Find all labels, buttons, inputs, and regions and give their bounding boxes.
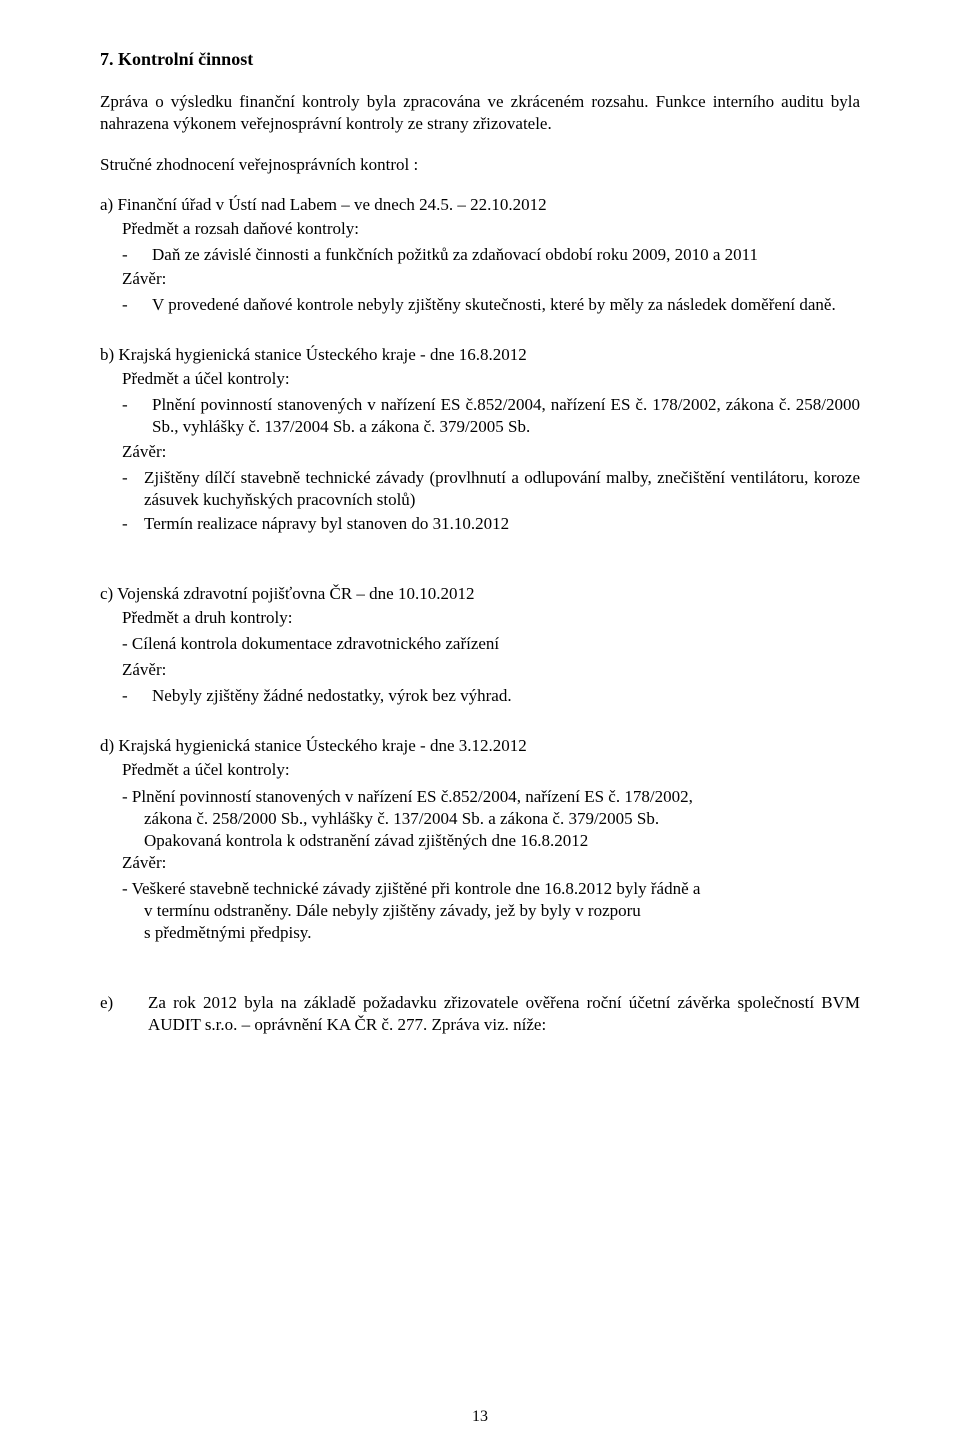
list-item: Plnění povinností stanovených v nařízení… (122, 394, 860, 438)
section-b-conclusion-label: Závěr: (122, 441, 860, 463)
section-d-subject-label: Předmět a účel kontroly: (122, 759, 860, 781)
section-e-text: Za rok 2012 byla na základě požadavku zř… (148, 992, 860, 1036)
page-number: 13 (0, 1407, 960, 1428)
section-b: b) Krajská hygienická stanice Ústeckého … (100, 344, 860, 535)
section-d-conclusion-line3: s předmětnými předpisy. (144, 922, 860, 944)
section-b-title: b) Krajská hygienická stanice Ústeckého … (100, 344, 860, 366)
list-item: V provedené daňové kontrole nebyly zjišt… (122, 294, 860, 316)
intro-paragraph: Zpráva o výsledku finanční kontroly byla… (100, 91, 860, 135)
document-page: 7. Kontrolní činnost Zpráva o výsledku f… (0, 0, 960, 1450)
section-d-subject-line1: - Plnění povinností stanovených v naříze… (122, 786, 860, 808)
section-b-subject-list: Plnění povinností stanovených v nařízení… (122, 394, 860, 438)
list-item: Nebyly zjištěny žádné nedostatky, výrok … (122, 685, 860, 707)
summary-line: Stručné zhodnocení veřejnosprávních kont… (100, 154, 860, 176)
section-d: d) Krajská hygienická stanice Ústeckého … (100, 735, 860, 944)
section-c-subject-item: - Cílená kontrola dokumentace zdravotnic… (122, 633, 860, 655)
section-a-conclusion-label: Závěr: (122, 268, 860, 290)
section-e: e) Za rok 2012 byla na základě požadavku… (100, 992, 860, 1036)
section-a-subject-list: Daň ze závislé činnosti a funkčních poži… (122, 244, 860, 266)
section-c-conclusion-list: Nebyly zjištěny žádné nedostatky, výrok … (122, 685, 860, 707)
section-d-conclusion-line1: - Veškeré stavebně technické závady zjiš… (122, 878, 860, 900)
list-item: Daň ze závislé činnosti a funkčních poži… (122, 244, 860, 266)
section-a: a) Finanční úřad v Ústí nad Labem – ve d… (100, 194, 860, 316)
section-c-subject-label: Předmět a druh kontroly: (122, 607, 860, 629)
section-heading: 7. Kontrolní činnost (100, 48, 860, 71)
section-d-title: d) Krajská hygienická stanice Ústeckého … (100, 735, 860, 757)
section-d-subject-line2: zákona č. 258/2000 Sb., vyhlášky č. 137/… (144, 808, 860, 830)
section-d-subject-line3: Opakovaná kontrola k odstranění závad zj… (144, 830, 860, 852)
section-a-title: a) Finanční úřad v Ústí nad Labem – ve d… (100, 194, 860, 216)
section-c-conclusion-label: Závěr: (122, 659, 860, 681)
section-c: c) Vojenská zdravotní pojišťovna ČR – dn… (100, 583, 860, 707)
section-d-conclusion-line2: v termínu odstraněny. Dále nebyly zjiště… (144, 900, 860, 922)
list-item: Termín realizace nápravy byl stanoven do… (122, 513, 860, 535)
section-a-conclusion-list: V provedené daňové kontrole nebyly zjišt… (122, 294, 860, 316)
section-e-label: e) (100, 992, 148, 1036)
section-a-subject-label: Předmět a rozsah daňové kontroly: (122, 218, 860, 240)
section-b-subject-label: Předmět a účel kontroly: (122, 368, 860, 390)
section-b-conclusion-list: Zjištěny dílčí stavebně technické závady… (122, 467, 860, 535)
list-item: Zjištěny dílčí stavebně technické závady… (122, 467, 860, 511)
section-c-title: c) Vojenská zdravotní pojišťovna ČR – dn… (100, 583, 860, 605)
section-d-conclusion-label: Závěr: (122, 852, 860, 874)
